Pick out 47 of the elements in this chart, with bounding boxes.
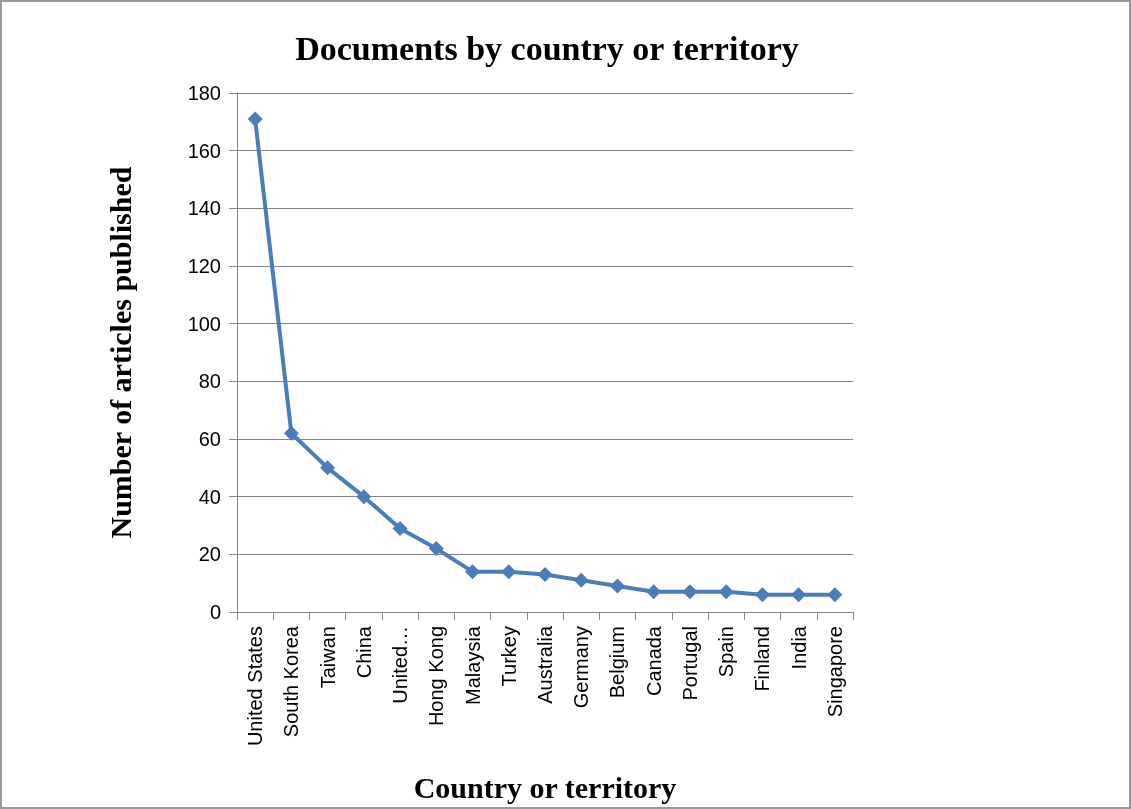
x-tick-label: Canada [642,625,665,697]
y-tick-label: 100 [187,312,221,335]
x-tick-label: United States [244,626,267,747]
x-tick-label: India [787,625,810,670]
x-tick-label: South Korea [280,625,303,738]
x-tick-label: Australia [534,625,556,704]
y-tick-label: 60 [198,428,221,450]
point [682,584,698,600]
chart-title: Documents by country or territory [295,29,799,67]
x-tick-label: Hong Kong [425,626,448,727]
point [283,425,299,441]
x-tick-label: United… [389,626,412,704]
y-tick-label: 20 [198,543,221,566]
x-tick-label: Turkey [497,626,520,687]
x-tick-label: Portugal [678,626,701,701]
point [609,578,625,594]
y-tick-label: 80 [198,370,221,393]
x-tick-label: Singapore [823,626,846,718]
y-tick-label: 120 [187,255,221,277]
point [718,584,734,600]
y-tick-label: 180 [187,82,221,104]
x-tick-label: Belgium [606,626,629,699]
point [754,587,770,603]
point [320,460,336,476]
x-tick-label: Germany [570,626,593,709]
point [791,587,807,603]
point [827,587,843,603]
x-tick-label: Spain [715,626,738,678]
x-tick-label: Taiwan [316,626,339,689]
x-tick-label: Malaysia [461,625,484,705]
y-axis-title: Number of articles published [103,166,137,539]
y-tick-label: 0 [209,601,221,623]
y-tick-label: 140 [187,197,221,220]
point [573,572,589,588]
point [465,564,481,580]
point [392,520,408,536]
point [428,541,444,557]
x-tick-label: China [352,625,375,679]
point [537,567,553,583]
y-tick-label: 160 [187,139,221,162]
point [247,111,263,127]
y-tick-label: 40 [198,485,221,508]
point [356,489,372,505]
point [646,584,662,600]
point [501,564,517,580]
x-axis-title: Country or territory [413,770,677,804]
x-tick-label: Finland [751,626,774,692]
